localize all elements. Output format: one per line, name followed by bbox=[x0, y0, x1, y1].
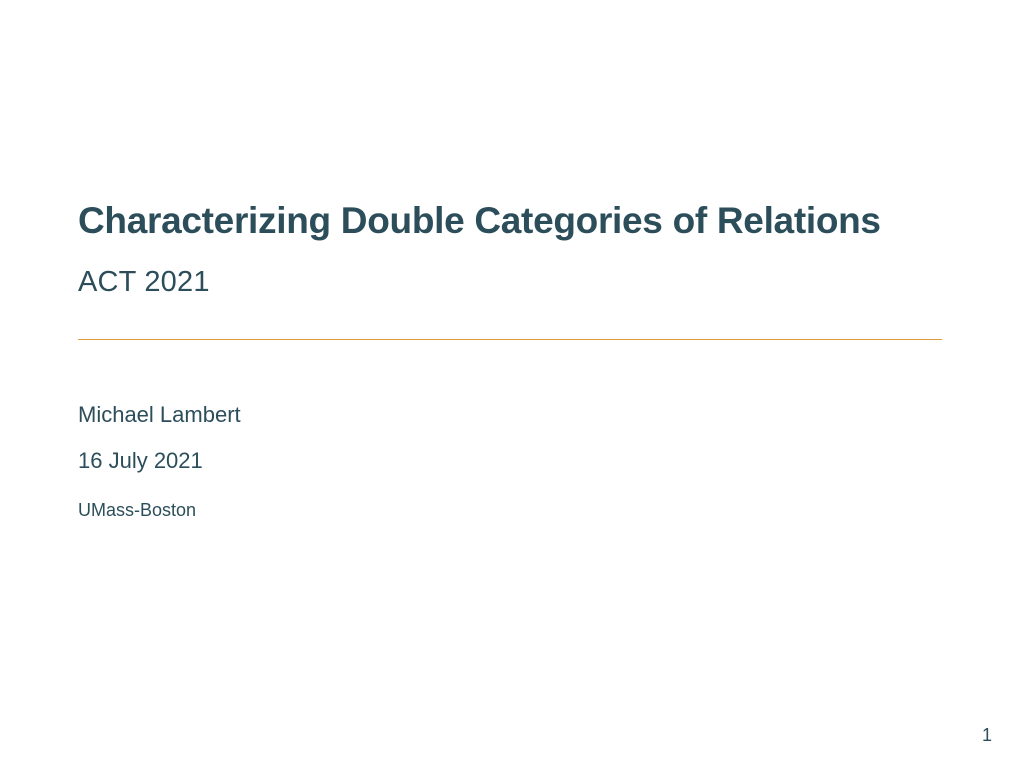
author-name: Michael Lambert bbox=[78, 340, 942, 428]
slide-subtitle: ACT 2021 bbox=[78, 242, 942, 299]
presentation-date: 16 July 2021 bbox=[78, 428, 942, 474]
page-number: 1 bbox=[982, 725, 992, 746]
slide-title: Characterizing Double Categories of Rela… bbox=[78, 0, 942, 242]
affiliation: UMass-Boston bbox=[78, 474, 942, 521]
